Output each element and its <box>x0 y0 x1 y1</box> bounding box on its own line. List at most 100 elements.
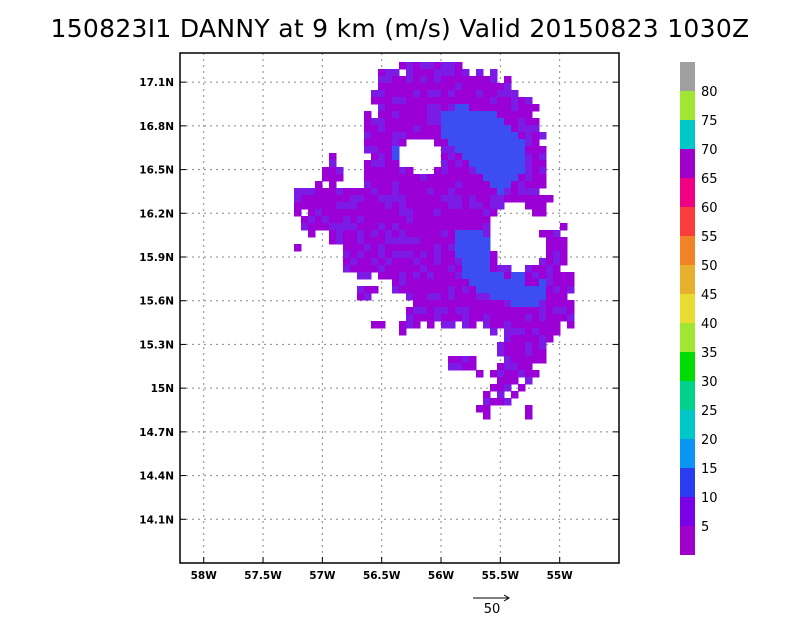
wind-cell <box>427 286 435 294</box>
wind-cell <box>378 202 386 210</box>
wind-cell <box>483 132 491 140</box>
wind-cell <box>371 286 379 294</box>
wind-cell <box>504 363 512 371</box>
wind-cell <box>483 258 491 266</box>
colorbar-swatch <box>680 91 695 120</box>
wind-cell <box>462 356 470 364</box>
wind-cell <box>392 167 400 175</box>
wind-cell <box>490 398 498 406</box>
wind-cell <box>469 174 477 182</box>
wind-cell <box>518 195 526 203</box>
wind-cell <box>448 202 456 210</box>
wind-cell <box>406 251 414 259</box>
wind-cell <box>504 328 512 336</box>
wind-cell <box>301 188 309 196</box>
wind-cell <box>455 356 463 364</box>
wind-cell <box>420 97 428 105</box>
map-frame <box>179 52 620 564</box>
wind-cell <box>518 181 526 189</box>
wind-cell <box>329 160 337 168</box>
wind-cell <box>392 97 400 105</box>
wind-cell <box>441 279 449 287</box>
wind-cell <box>406 181 414 189</box>
wind-cell <box>483 167 491 175</box>
wind-cell <box>427 118 435 126</box>
wind-cell <box>546 314 554 322</box>
wind-cell <box>406 307 414 315</box>
wind-cell <box>497 293 505 301</box>
wind-cell <box>308 202 316 210</box>
lon-tick-label: 57W <box>309 570 336 582</box>
wind-cell <box>406 279 414 287</box>
wind-cell <box>469 111 477 119</box>
wind-cell <box>385 223 393 231</box>
wind-cell <box>364 244 372 252</box>
wind-cell <box>504 132 512 140</box>
wind-cell <box>525 279 533 287</box>
lat-ticks: 17.1N 16.8N 16.5N 16.2N 15.9N 15.6N 15.3N 15N 14… <box>139 77 619 526</box>
wind-cell <box>315 181 323 189</box>
wind-cell <box>504 272 512 280</box>
wind-cell <box>420 132 428 140</box>
wind-cell <box>406 293 414 301</box>
wind-cell <box>539 265 547 273</box>
wind-cell <box>518 300 526 308</box>
wind-cell <box>406 321 414 329</box>
wind-cell <box>427 314 435 322</box>
reference-vector: 50 <box>473 594 510 617</box>
lon-tick-label: 56.5W <box>363 570 401 582</box>
wind-cell <box>329 174 337 182</box>
wind-cell <box>539 230 547 238</box>
wind-cell <box>476 307 484 315</box>
wind-cell <box>392 76 400 84</box>
wind-cell <box>448 167 456 175</box>
wind-cell <box>441 293 449 301</box>
wind-cell <box>364 202 372 210</box>
wind-cell <box>336 188 344 196</box>
wind-cell <box>532 118 540 126</box>
wind-cell <box>476 195 484 203</box>
wind-cell <box>497 202 505 210</box>
wind-cell <box>476 167 484 175</box>
wind-cell <box>469 237 477 245</box>
wind-cell <box>511 349 519 357</box>
wind-cell <box>462 293 470 301</box>
colorbar-swatch <box>680 120 695 149</box>
wind-cell <box>476 76 484 84</box>
wind-cell <box>448 188 456 196</box>
wind-cell <box>504 167 512 175</box>
wind-cell <box>455 223 463 231</box>
wind-cell <box>518 111 526 119</box>
wind-cell <box>532 307 540 315</box>
wind-cell <box>448 265 456 273</box>
wind-cell <box>336 237 344 245</box>
wind-cell <box>462 307 470 315</box>
wind-cell <box>539 174 547 182</box>
wind-cell <box>511 125 519 133</box>
wind-cell <box>462 90 470 98</box>
wind-cell <box>455 300 463 308</box>
wind-cell <box>532 300 540 308</box>
wind-cell <box>469 139 477 147</box>
wind-cell <box>518 272 526 280</box>
wind-cell <box>441 111 449 119</box>
wind-cell <box>434 216 442 224</box>
wind-cell <box>420 230 428 238</box>
wind-cell <box>378 223 386 231</box>
wind-cell <box>476 83 484 91</box>
wind-cell <box>357 272 365 280</box>
wind-cell <box>392 83 400 91</box>
wind-cell <box>497 160 505 168</box>
wind-cell <box>532 174 540 182</box>
wind-cell <box>385 97 393 105</box>
wind-cell <box>504 300 512 308</box>
wind-cell <box>518 349 526 357</box>
wind-cell <box>504 342 512 350</box>
wind-cell <box>343 230 351 238</box>
wind-cell <box>490 258 498 266</box>
wind-cell <box>399 209 407 217</box>
wind-cell <box>420 293 428 301</box>
wind-cell <box>469 223 477 231</box>
wind-cell <box>504 356 512 364</box>
wind-cell <box>462 230 470 238</box>
